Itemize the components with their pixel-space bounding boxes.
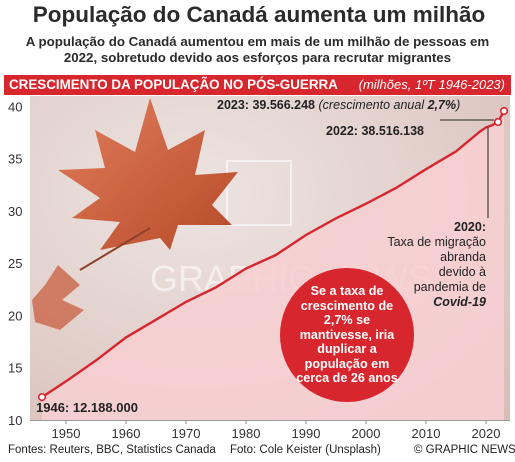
footer-credit: © GRAPHIC NEWS xyxy=(414,444,515,456)
y-tick-label: 35 xyxy=(8,152,22,167)
note-2020-year: 2020: xyxy=(454,220,486,234)
marker-2022 xyxy=(493,117,503,127)
y-tick-label: 20 xyxy=(8,308,22,323)
maple-leaf-image xyxy=(32,98,238,330)
y-tick-label: 10 xyxy=(8,413,22,428)
note-2020: 2020: Taxa de migração abranda devido à … xyxy=(366,220,486,310)
banner-units-note: (milhões, 1ºT 1946-2023) xyxy=(358,77,505,92)
x-tick-label: 1950 xyxy=(52,426,81,441)
marker-1946 xyxy=(37,393,47,402)
doubling-callout: Se a taxa de crescimento de 2,7% se mant… xyxy=(280,268,414,402)
x-tick-label: 1960 xyxy=(112,426,141,441)
section-banner: CRESCIMENTO DA POPULAÇÃO NO PÓS-GUERRA (… xyxy=(4,75,511,95)
note-2020-line2: abranda xyxy=(440,250,486,264)
x-tick-label: 2010 xyxy=(412,426,441,441)
y-tick-label: 15 xyxy=(8,361,22,376)
label-2023-value: 2023: 39.566.248 xyxy=(217,98,316,112)
x-axis: 1950 1960 1970 1980 1990 2000 2010 2020 xyxy=(52,420,501,441)
label-2023-growth-value: 2,7% xyxy=(427,98,457,112)
y-tick-label: 25 xyxy=(8,256,22,271)
x-tick-label: 2000 xyxy=(352,426,381,441)
x-tick-label: 1990 xyxy=(292,426,321,441)
x-tick-label: 1980 xyxy=(232,426,261,441)
y-tick-label: 40 xyxy=(8,99,22,114)
population-line xyxy=(41,110,506,399)
x-axis-line xyxy=(30,420,510,421)
note-2020-line4: pandemia de xyxy=(413,280,486,294)
y-tick-label: 30 xyxy=(8,204,22,219)
note-2020-line1: Taxa de migração xyxy=(387,235,486,249)
label-2023-growth-prefix: (crescimento anual xyxy=(318,98,428,112)
label-2023-growth-suffix: ) xyxy=(456,98,461,112)
footer: Fontes: Reuters, BBC, Statistics Canada … xyxy=(8,444,515,456)
x-tick-label: 2020 xyxy=(472,426,501,441)
label-2023: 2023: 39.566.248 (crescimento anual 2,7%… xyxy=(217,98,460,112)
note-2020-line3: devido à xyxy=(438,265,486,279)
doubling-callout-text: Se a taxa de crescimento de 2,7% se mant… xyxy=(296,283,398,386)
banner-title: CRESCIMENTO DA POPULAÇÃO NO PÓS-GUERRA xyxy=(9,77,338,92)
footer-sources: Fontes: Reuters, BBC, Statistics Canada xyxy=(8,444,216,456)
y-axis: 10 15 20 25 30 35 40 xyxy=(8,99,22,428)
x-tick-label: 1970 xyxy=(172,426,201,441)
chart-subtitle: A população do Canadá aumentou em mais d… xyxy=(25,34,490,65)
label-1946: 1946: 12.188.000 xyxy=(36,400,138,415)
marker-2023 xyxy=(499,106,509,116)
note-2020-line5: Covid-19 xyxy=(433,295,486,309)
footer-photo-credit: Foto: Cole Keister (Unsplash) xyxy=(230,444,381,456)
label-2022: 2022: 38.516.138 xyxy=(326,124,425,138)
chart-title: População do Canadá aumenta um milhão xyxy=(32,2,486,27)
